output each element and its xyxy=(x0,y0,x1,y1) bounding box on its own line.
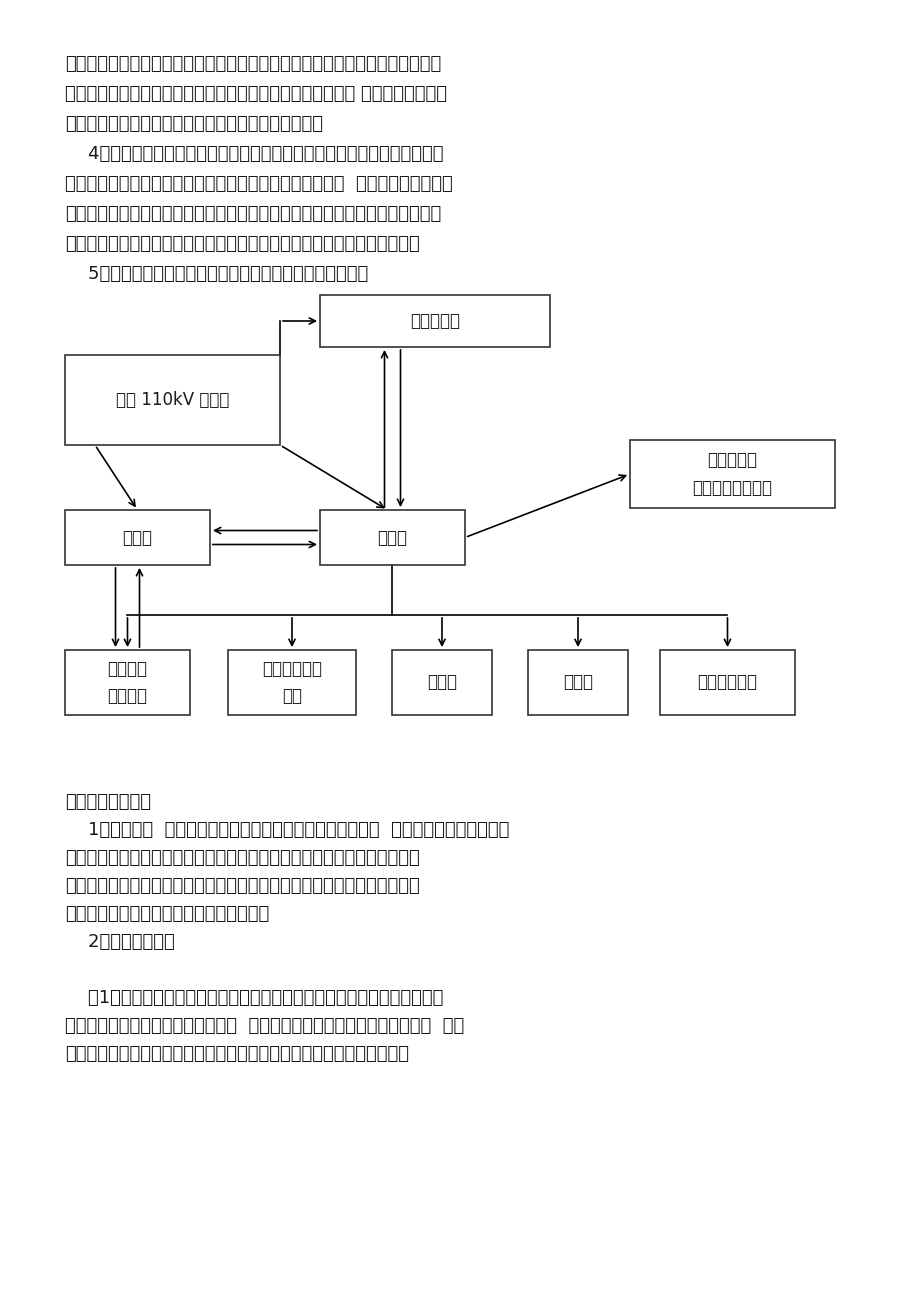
Bar xyxy=(228,650,356,715)
Text: 2、应急物资保障: 2、应急物资保障 xyxy=(65,933,175,951)
Text: 机电科: 机电科 xyxy=(122,529,153,546)
Text: 完善梁北煤矿供电中断应急技术保障体系。: 完善梁北煤矿供电中断应急技术保障体系。 xyxy=(65,906,269,923)
Text: 1、技术保障  全面加强技术支持部门的应急基础保障工作。  相关机电人员要加强业务: 1、技术保障 全面加强技术支持部门的应急基础保障工作。 相关机电人员要加强业务 xyxy=(65,821,509,839)
Text: 调度室: 调度室 xyxy=(377,529,407,546)
Text: 定路化管理，保障抢险物资的供应，确保在最短的时间内恢复正常供电。: 定路化管理，保障抢险物资的供应，确保在最短的时间内恢复正常供电。 xyxy=(65,1045,409,1063)
Bar xyxy=(659,650,794,715)
Text: 值班矿领导
矿应急救援总指挥: 值班矿领导 矿应急救援总指挥 xyxy=(692,451,772,496)
Text: 故障点或故障范围，采取必要措施隔离故障点或故障范围，  在保证人身和设备安: 故障点或故障范围，采取必要措施隔离故障点或故障范围， 在保证人身和设备安 xyxy=(65,175,452,193)
Text: 调度室、机电科、安检科、通风科、生产科、地测科、通防区 、机运二队、机运: 调度室、机电科、安检科、通风科、生产科、地测科、通防区 、机运二队、机运 xyxy=(65,85,447,103)
Text: 一队等单位密切配合，全力以赴地投入应急救援工作。: 一队等单位密切配合，全力以赴地投入应急救援工作。 xyxy=(65,115,323,133)
Text: 其它相关单位: 其它相关单位 xyxy=(697,674,756,692)
Bar xyxy=(65,650,190,715)
Text: 全的情况下立即恢复正常供电，防止发生次级事故。对于主通风机、副井提升系: 全的情况下立即恢复正常供电，防止发生次级事故。对于主通风机、副井提升系 xyxy=(65,205,441,223)
Text: 电中断事故应急救援指挥部成员通讯录》的顺序尽快通知指挥部成员到调度室。: 电中断事故应急救援指挥部成员通讯录》的顺序尽快通知指挥部成员到调度室。 xyxy=(65,55,441,73)
Text: 造成的危害和损失，增加技术投入，研究、学习其它单位的先进经验，不断: 造成的危害和损失，增加技术投入，研究、学习其它单位的先进经验，不断 xyxy=(65,877,419,895)
Text: 安检科: 安检科 xyxy=(562,674,593,692)
Text: 应急救援指部
成员: 应急救援指部 成员 xyxy=(262,659,322,705)
Text: 通防区: 通防区 xyxy=(426,674,457,692)
Text: 公司调度室: 公司调度室 xyxy=(410,311,460,330)
Text: 备始终处在随时可正常使用的状态。  建立健全应急抢险物资储备库和台帐，  实行: 备始终处在随时可正常使用的状态。 建立健全应急抢险物资储备库和台帐， 实行 xyxy=(65,1018,464,1035)
Bar xyxy=(320,294,550,347)
Bar xyxy=(630,440,834,508)
Text: 机运一队
机运二队: 机运一队 机运二队 xyxy=(108,659,147,705)
Bar xyxy=(528,650,628,715)
Text: 5、矿井大范围停电事故汇报及应急救援人员通知程序图：: 5、矿井大范围停电事故汇报及应急救援人员通知程序图： xyxy=(65,265,368,283)
Bar xyxy=(391,650,492,715)
Text: 4、预案启动原则：当发生大范围停电或主要电气设施损坏时，应立即查明: 4、预案启动原则：当发生大范围停电或主要电气设施损坏时，应立即查明 xyxy=(65,145,443,163)
Text: （1）应急救援指挥部应掌握各专业应急救援装备的储备情况，保证救援装: （1）应急救援指挥部应掌握各专业应急救援装备的储备情况，保证救援装 xyxy=(65,989,443,1007)
Bar xyxy=(320,509,464,566)
Text: 学习，定期组织探讨。机电管理部门要认真分析和研究电网大面积停电可能: 学习，定期组织探讨。机电管理部门要认真分析和研究电网大面积停电可能 xyxy=(65,850,419,866)
Text: 五、应急救援保障: 五、应急救援保障 xyxy=(65,794,151,810)
Bar xyxy=(65,354,279,446)
Text: 地面 110kV 变电站: 地面 110kV 变电站 xyxy=(116,391,229,409)
Bar xyxy=(65,509,210,566)
Text: 统在查明没有明显故障的情况下可试送一次，试送不成功，严禁再次送电。: 统在查明没有明显故障的情况下可试送一次，试送不成功，严禁再次送电。 xyxy=(65,235,419,253)
